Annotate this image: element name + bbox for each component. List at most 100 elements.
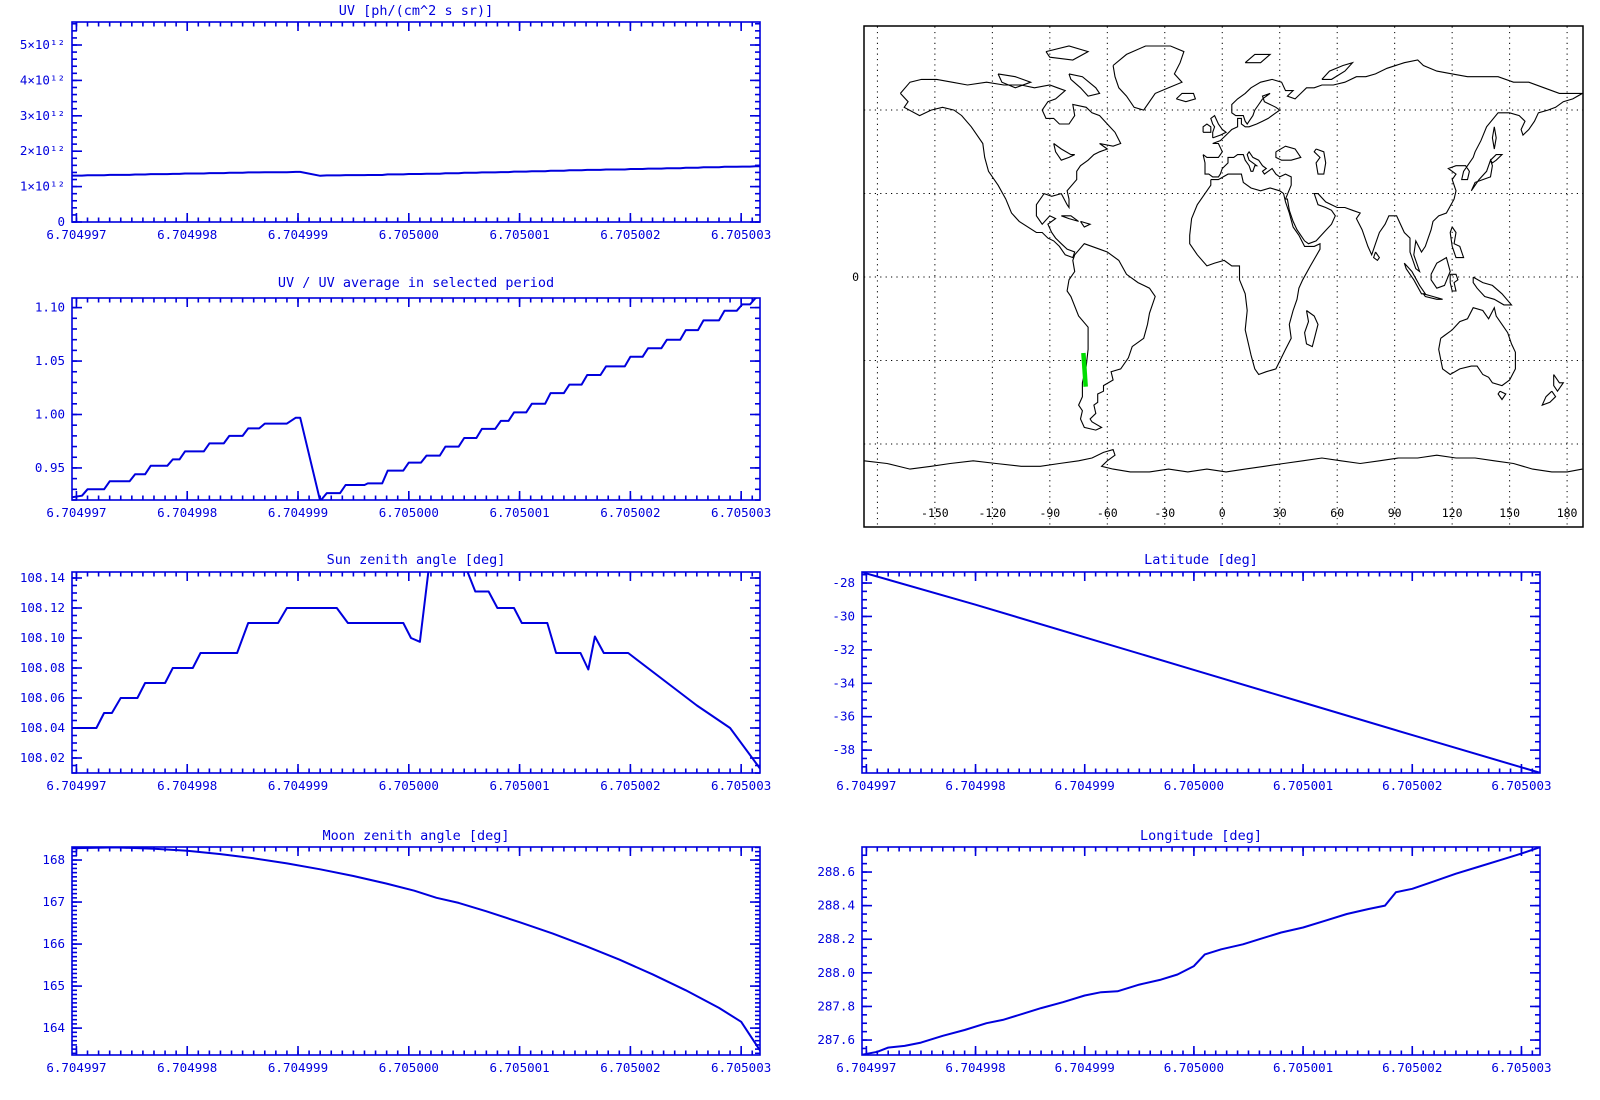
x-tick-label: 6.704997 bbox=[46, 778, 106, 793]
lon-label: 120 bbox=[1442, 506, 1463, 520]
lon-label: -30 bbox=[1154, 506, 1175, 520]
coastline bbox=[1491, 126, 1497, 150]
x-tick-label: 6.705003 bbox=[711, 505, 771, 520]
x-tick-label: 6.705001 bbox=[489, 1060, 549, 1075]
y-tick-label: 167 bbox=[42, 894, 65, 909]
y-tick-labels: 287.6 287.8 288.0 288.2 288.4 288.6 bbox=[817, 864, 855, 1047]
y-tick-label: 287.8 bbox=[817, 998, 855, 1013]
y-tick-label: 1.10 bbox=[35, 300, 65, 315]
x-tick-label: 6.705003 bbox=[1491, 1060, 1551, 1075]
y-tick-label: 288.0 bbox=[817, 965, 855, 980]
y-tick-label: 108.06 bbox=[20, 690, 65, 705]
lon-label: -120 bbox=[979, 506, 1007, 520]
map-lon-labels: -150 -120 -90 -60 -30 0 30 60 90 120 150 180 bbox=[921, 506, 1578, 520]
x-tick-label: 6.705003 bbox=[1491, 778, 1551, 793]
y-tick-label: 4×10¹² bbox=[20, 72, 65, 87]
y-tick-label: -30 bbox=[832, 608, 855, 623]
y-tick-labels: -28 -30 -32 -34 -36 -38 bbox=[832, 575, 855, 757]
x-tick-label: 6.704997 bbox=[836, 778, 896, 793]
coastline bbox=[1045, 45, 1090, 61]
lon-label: 0 bbox=[1219, 506, 1226, 520]
x-tick-label: 6.705002 bbox=[600, 505, 660, 520]
x-tick-label: 6.704999 bbox=[1055, 1060, 1115, 1075]
coastline bbox=[1313, 148, 1327, 175]
y-tick-label: -36 bbox=[832, 709, 855, 724]
map-frame bbox=[863, 25, 1584, 528]
coastline bbox=[1490, 154, 1504, 164]
coastline bbox=[1422, 293, 1443, 300]
coastline bbox=[1080, 220, 1092, 228]
y-tick-label: 108.10 bbox=[20, 630, 65, 645]
x-tick-label: 6.704998 bbox=[157, 778, 217, 793]
ground-track bbox=[1081, 352, 1088, 387]
y-tick-labels: 0 1×10¹² 2×10¹² 3×10¹² 4×10¹² 5×10¹² bbox=[20, 37, 65, 229]
coastline bbox=[1202, 123, 1212, 133]
moon-zenith-plot-title: Moon zenith angle [deg] bbox=[323, 828, 510, 844]
x-tick-labels: 6.704997 6.704998 6.704999 6.705000 6.705001… bbox=[46, 778, 771, 793]
axes bbox=[71, 571, 761, 774]
x-tick-label: 6.705002 bbox=[1382, 778, 1442, 793]
y-tick-label: 108.02 bbox=[20, 750, 65, 765]
y-tick-label: 108.08 bbox=[20, 660, 65, 675]
x-tick-label: 6.704997 bbox=[46, 227, 106, 242]
axes bbox=[71, 297, 761, 501]
axes bbox=[861, 846, 1541, 1056]
x-tick-label: 6.704999 bbox=[268, 505, 328, 520]
lon-label: 60 bbox=[1330, 506, 1344, 520]
coastline bbox=[1202, 59, 1583, 273]
coastline bbox=[1068, 73, 1101, 97]
x-tick-label: 6.705002 bbox=[600, 227, 660, 242]
axes bbox=[861, 571, 1541, 774]
x-tick-label: 6.705001 bbox=[489, 505, 549, 520]
y-tick-label: 1×10¹² bbox=[20, 179, 65, 194]
coastlines bbox=[864, 45, 1583, 473]
lon-label: 150 bbox=[1499, 506, 1520, 520]
x-tick-label: 6.705001 bbox=[1273, 778, 1333, 793]
coastline bbox=[864, 448, 1583, 473]
world-map: -150 -120 -90 -60 -30 0 30 60 90 120 150 180 0 bbox=[852, 25, 1584, 528]
coastline bbox=[1438, 306, 1516, 387]
y-tick-label: 288.4 bbox=[817, 898, 855, 913]
coastline bbox=[1275, 145, 1302, 161]
x-tick-label: 6.704999 bbox=[268, 227, 328, 242]
coastline bbox=[1189, 173, 1321, 376]
y-tick-labels: 0.95 1.00 1.05 1.10 bbox=[35, 300, 65, 475]
series-line bbox=[72, 298, 760, 500]
y-tick-label: 1.05 bbox=[35, 353, 65, 368]
coastline bbox=[1470, 158, 1493, 192]
coastline bbox=[997, 73, 1033, 89]
map-graticule bbox=[864, 26, 1583, 528]
coastline bbox=[1066, 243, 1156, 431]
lat-label: 0 bbox=[852, 270, 859, 284]
lon-label: -150 bbox=[921, 506, 949, 520]
y-tick-label: 288.6 bbox=[817, 864, 855, 879]
x-tick-label: 6.705000 bbox=[379, 505, 439, 520]
x-tick-label: 6.705001 bbox=[489, 778, 549, 793]
y-tick-label: 108.04 bbox=[20, 720, 65, 735]
x-tick-label: 6.705001 bbox=[1273, 1060, 1333, 1075]
lon-label: 90 bbox=[1388, 506, 1402, 520]
y-tick-label: 1.00 bbox=[35, 406, 65, 421]
coastline bbox=[1112, 45, 1185, 111]
uv-plot: 6.704997 6.704998 6.704999 6.705000 6.705001… bbox=[20, 21, 771, 242]
coastline bbox=[1472, 276, 1513, 306]
coastline bbox=[1175, 92, 1197, 103]
x-tick-labels: 6.704997 6.704998 6.704999 6.705000 6.705001… bbox=[836, 1060, 1551, 1075]
coastline bbox=[1053, 143, 1075, 161]
y-tick-label: 287.6 bbox=[817, 1032, 855, 1047]
y-tick-label: 5×10¹² bbox=[20, 37, 65, 52]
x-tick-label: 6.705000 bbox=[1164, 778, 1224, 793]
y-tick-label: 166 bbox=[42, 936, 65, 951]
x-tick-label: 6.704998 bbox=[945, 778, 1005, 793]
coastline bbox=[1210, 114, 1228, 139]
y-tick-label: 2×10¹² bbox=[20, 143, 65, 158]
series-line bbox=[862, 847, 1540, 1055]
y-tick-label: 3×10¹² bbox=[20, 108, 65, 123]
lon-label: -90 bbox=[1039, 506, 1060, 520]
lon-label: 30 bbox=[1273, 506, 1287, 520]
sun-zenith-plot: 6.704997 6.704998 6.704999 6.705000 6.705001… bbox=[20, 570, 771, 793]
x-tick-label: 6.704997 bbox=[46, 1060, 106, 1075]
coastline bbox=[1061, 215, 1079, 222]
y-tick-labels: 164 165 166 167 168 bbox=[42, 852, 65, 1035]
